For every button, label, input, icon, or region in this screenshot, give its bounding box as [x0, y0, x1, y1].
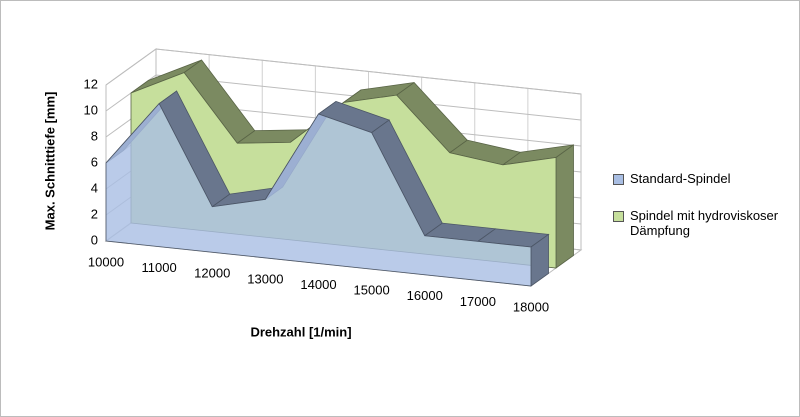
legend: Standard-Spindel Spindel mit hydroviskose…	[613, 171, 793, 260]
y-tick-label: 2	[91, 206, 98, 221]
x-tick-label: 13000	[247, 271, 283, 286]
x-axis-label: Drehzahl [1/min]	[250, 324, 351, 339]
legend-item: Standard-Spindel	[613, 171, 793, 186]
y-tick-label: 10	[84, 102, 98, 117]
x-tick-label: 16000	[407, 288, 443, 303]
y-axis-label: Max. Schnitttiefe [mm]	[42, 92, 57, 231]
legend-label: Spindel mit hydroviskoser Dämpfung	[630, 208, 779, 238]
x-tick-label: 14000	[300, 277, 336, 292]
y-tick-label: 6	[91, 154, 98, 169]
y-tick-label: 12	[84, 76, 98, 91]
legend-swatch	[613, 211, 624, 222]
x-tick-label: 15000	[354, 283, 390, 298]
y-tick-label: 4	[91, 180, 98, 195]
y-tick-label: 8	[91, 128, 98, 143]
legend-label: Standard-Spindel	[630, 171, 731, 186]
y-tick-label: 0	[91, 232, 98, 247]
grid-line	[105, 74, 582, 121]
x-tick-label: 17000	[460, 294, 496, 309]
x-tick-label: 18000	[513, 299, 549, 314]
area-side-face	[555, 144, 574, 269]
grid-line	[105, 48, 582, 95]
legend-swatch	[613, 174, 624, 185]
x-tick-label: 11000	[142, 260, 177, 275]
x-tick-label: 12000	[194, 266, 230, 281]
x-tick-label: 10000	[88, 254, 124, 269]
area	[105, 102, 532, 287]
legend-item: Spindel mit hydroviskoser Dämpfung	[613, 208, 793, 238]
